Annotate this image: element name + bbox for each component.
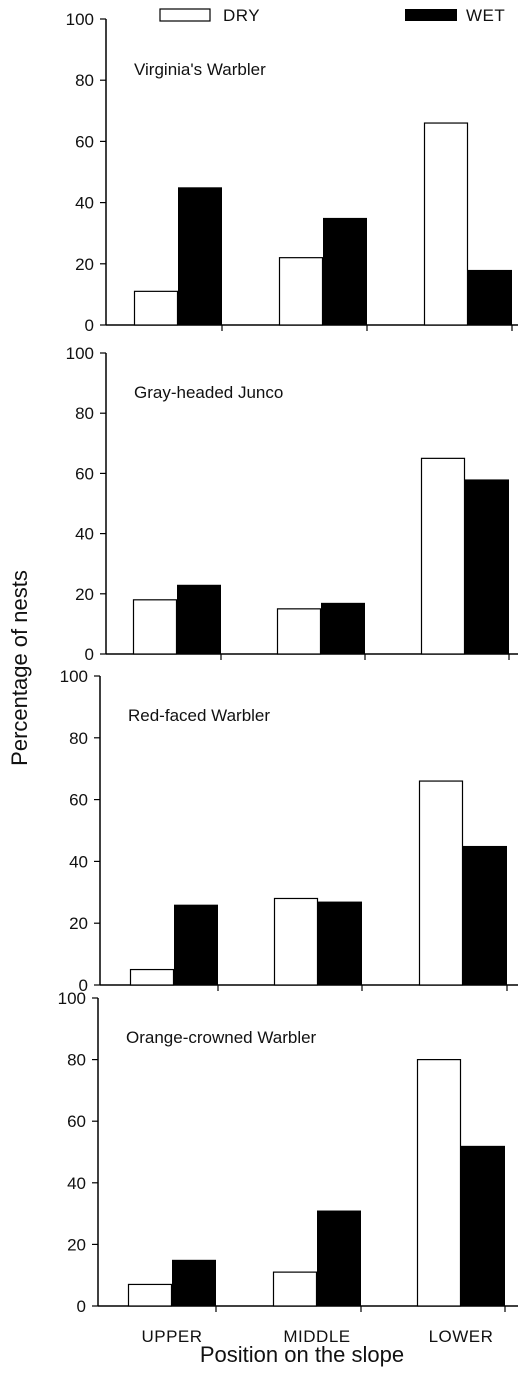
y-tick-label: 60 — [67, 1112, 86, 1131]
bar-dry-middle — [278, 257, 324, 326]
bar-dry-upper — [127, 1283, 173, 1307]
y-tick-label: 80 — [69, 729, 88, 748]
panel-title: Orange-crowned Warbler — [126, 1028, 317, 1047]
bar-wet-upper — [172, 1259, 216, 1306]
bar-dry-lower — [420, 457, 466, 655]
y-tick-label: 60 — [75, 132, 94, 151]
bar-wet-lower — [461, 1145, 505, 1306]
y-tick-label: 0 — [77, 1297, 86, 1316]
y-tick-label: 80 — [75, 71, 94, 90]
bar-dry-upper — [129, 968, 175, 986]
bar-wet-lower — [465, 479, 509, 654]
y-tick-label: 0 — [79, 976, 88, 995]
y-tick-label: 0 — [85, 316, 94, 335]
bar-dry-upper — [132, 599, 178, 655]
y-tick-label: 20 — [75, 255, 94, 274]
panel-title: Red-faced Warbler — [128, 706, 270, 725]
bar-wet-upper — [177, 584, 221, 654]
y-tick-label: 20 — [69, 914, 88, 933]
bar-wet-lower — [463, 845, 507, 985]
y-tick-label: 100 — [58, 989, 86, 1008]
y-axis-title: Percentage of nests — [7, 570, 32, 766]
panel-2: 0 20 40 60 80 100 Gray-headed Junco — [66, 344, 518, 664]
bar-dry-middle — [273, 897, 319, 986]
bar-wet-middle — [317, 1210, 361, 1306]
y-tick-label: 80 — [67, 1051, 86, 1070]
chart-panels: 0 20 40 60 80 100 Virginia's Warbler 0 20 40 60 80 1… — [58, 10, 518, 1346]
legend-swatch-dry — [159, 8, 211, 22]
panel-1: 0 20 40 60 80 100 Virginia's Warbler — [66, 10, 518, 335]
bar-dry-lower — [416, 1058, 462, 1307]
panel-title: Virginia's Warbler — [134, 60, 266, 79]
y-tick-label: 40 — [69, 852, 88, 871]
y-tick-label: 40 — [75, 525, 94, 544]
legend-label-wet: WET — [466, 6, 505, 25]
y-tick-label: 80 — [75, 404, 94, 423]
panel-4: 0 20 40 60 80 100 Orange-crowned Warbler UPPER M… — [58, 989, 518, 1346]
y-tick-label: 60 — [69, 791, 88, 810]
bar-dry-upper — [133, 290, 179, 326]
y-tick-label: 40 — [75, 194, 94, 213]
y-tick-label: 60 — [75, 464, 94, 483]
bar-dry-middle — [276, 608, 322, 655]
bar-wet-middle — [321, 602, 365, 654]
y-tick-label: 100 — [66, 344, 94, 363]
bar-dry-lower — [418, 780, 464, 986]
bar-wet-lower — [468, 269, 512, 325]
x-axis-title: Position on the slope — [200, 1342, 404, 1367]
bar-wet-upper — [174, 904, 218, 985]
x-category-label-lower: LOWER — [429, 1327, 494, 1346]
y-tick-label: 100 — [60, 667, 88, 686]
y-tick-label: 20 — [75, 585, 94, 604]
legend: DRY WET — [159, 6, 505, 25]
panel-title: Gray-headed Junco — [134, 383, 283, 402]
legend-label-dry: DRY — [223, 6, 260, 25]
bar-wet-middle — [323, 217, 367, 325]
bar-wet-upper — [178, 187, 222, 325]
y-tick-label: 0 — [85, 645, 94, 664]
bar-dry-middle — [272, 1271, 318, 1307]
x-category-label-upper: UPPER — [141, 1327, 202, 1346]
y-tick-label: 100 — [66, 10, 94, 29]
bar-wet-middle — [318, 901, 362, 985]
panel-3: 0 20 40 60 80 100 Red-faced Warbler — [60, 667, 518, 995]
bar-dry-lower — [423, 122, 469, 326]
x-category-label-middle: MIDDLE — [283, 1327, 350, 1346]
y-tick-label: 40 — [67, 1174, 86, 1193]
legend-swatch-wet — [405, 9, 457, 21]
y-tick-label: 20 — [67, 1235, 86, 1254]
